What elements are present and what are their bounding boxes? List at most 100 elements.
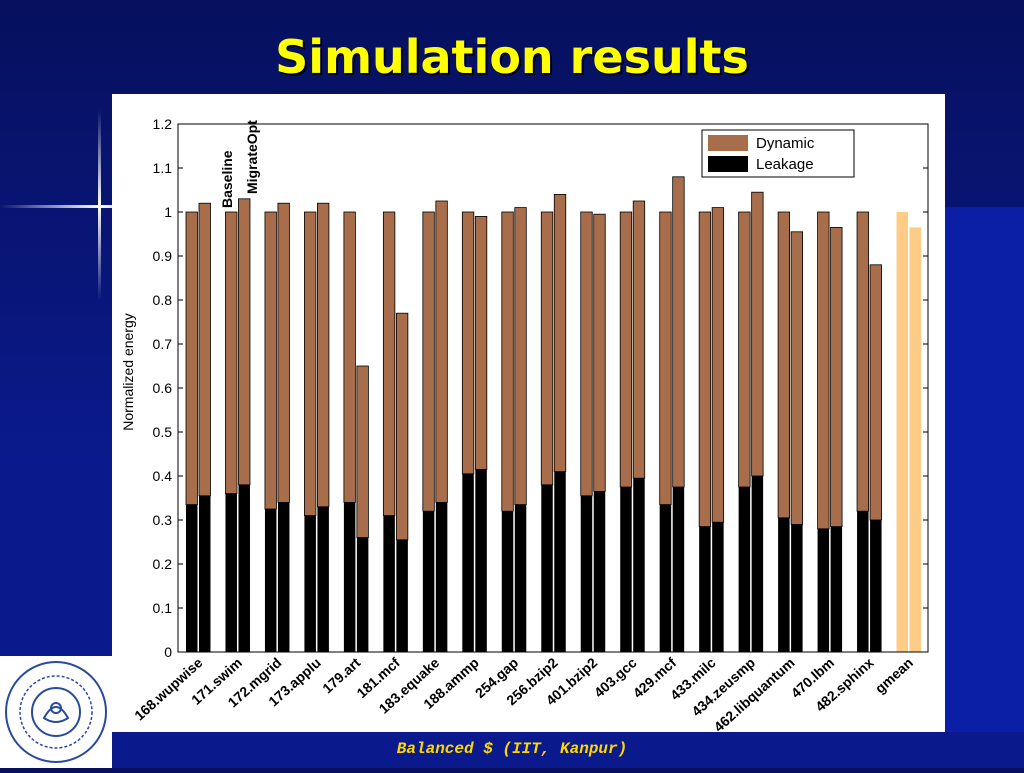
bar-leakage bbox=[475, 469, 487, 652]
bar-leakage bbox=[514, 504, 527, 652]
legend-swatch-dynamic bbox=[708, 135, 748, 151]
bar-dynamic bbox=[698, 211, 712, 528]
bar-leakage bbox=[554, 471, 566, 652]
bar-dynamic bbox=[356, 365, 369, 539]
bar-dynamic bbox=[514, 207, 527, 505]
bar-dynamic bbox=[304, 211, 317, 517]
slide-title: Simulation results bbox=[275, 30, 749, 84]
bar-gmean-migrateopt bbox=[909, 227, 922, 652]
bar-leakage bbox=[830, 526, 843, 652]
bar-leakage bbox=[699, 526, 711, 652]
bar-dynamic bbox=[382, 211, 396, 517]
bar-dynamic bbox=[593, 213, 606, 492]
bar-leakage bbox=[356, 537, 369, 652]
bar-dynamic bbox=[711, 207, 725, 523]
y-tick-label: 0 bbox=[164, 644, 172, 660]
bar-dynamic bbox=[198, 202, 211, 497]
bar-leakage bbox=[541, 484, 553, 652]
bar-dynamic bbox=[856, 211, 869, 512]
bar-leakage bbox=[435, 502, 448, 652]
bar-dynamic bbox=[540, 211, 554, 486]
bar-leakage bbox=[396, 539, 408, 652]
bar-leakage bbox=[672, 487, 685, 652]
bar-label-migrateopt: MigrateOpt bbox=[244, 120, 260, 194]
bar-leakage bbox=[304, 515, 316, 652]
bar-dynamic bbox=[501, 211, 514, 512]
bar-dynamic bbox=[672, 176, 685, 488]
y-tick-label: 0.1 bbox=[153, 600, 173, 616]
footer-text: Balanced $ (IIT, Kanpur) bbox=[396, 740, 628, 758]
y-axis: 0 0.1 0.2 0.3 0.4 0.5 0.6 0.7 0.8 0.9 1 1.1 1.2 bbox=[153, 116, 928, 660]
bar-gmean-baseline bbox=[896, 212, 909, 652]
bar-dynamic bbox=[343, 211, 356, 503]
y-tick-label: 1 bbox=[164, 204, 172, 220]
bar-dynamic bbox=[659, 211, 672, 506]
bar-dynamic bbox=[317, 202, 330, 508]
bar-dynamic bbox=[619, 211, 633, 488]
background-band bbox=[945, 207, 1024, 732]
bar-label-baseline: Baseline bbox=[219, 150, 235, 208]
bar-leakage bbox=[383, 515, 395, 652]
bar-leakage bbox=[593, 491, 606, 652]
bar-dynamic bbox=[238, 198, 251, 486]
y-tick-label: 1.1 bbox=[153, 160, 173, 176]
bar-dynamic bbox=[817, 211, 830, 530]
bar-dynamic bbox=[632, 200, 646, 479]
bar-leakage bbox=[277, 502, 290, 652]
bar-leakage bbox=[264, 509, 277, 652]
bar-dynamic bbox=[395, 312, 409, 541]
legend-label-leakage: Leakage bbox=[756, 156, 814, 173]
bar-leakage bbox=[791, 524, 803, 652]
logo-seal-icon bbox=[5, 661, 107, 763]
institute-logo bbox=[0, 656, 112, 768]
y-axis-label: Normalized energy bbox=[120, 313, 136, 431]
bar-group bbox=[185, 176, 922, 652]
bar-leakage bbox=[238, 484, 250, 652]
bar-leakage bbox=[462, 473, 474, 652]
bar-dynamic bbox=[264, 211, 277, 510]
y-tick-label: 0.7 bbox=[153, 336, 173, 352]
star-flare-vertical bbox=[98, 110, 101, 300]
bar-leakage bbox=[422, 511, 435, 652]
bar-leakage bbox=[751, 476, 764, 652]
bar-leakage bbox=[317, 506, 329, 652]
legend: Dynamic Leakage bbox=[701, 129, 855, 178]
bar-leakage bbox=[633, 478, 645, 652]
legend-label-dynamic: Dynamic bbox=[756, 135, 815, 152]
chart-panel: 0 0.1 0.2 0.3 0.4 0.5 0.6 0.7 0.8 0.9 1 1.1 1.2 168.… bbox=[112, 94, 945, 735]
bar-dynamic bbox=[277, 202, 290, 503]
y-tick-label: 0.2 bbox=[153, 556, 173, 572]
bar-dynamic bbox=[777, 211, 791, 519]
bar-leakage bbox=[857, 511, 869, 652]
bar-dynamic bbox=[553, 194, 567, 473]
bar-dynamic bbox=[422, 211, 435, 512]
y-tick-label: 1.2 bbox=[153, 116, 173, 132]
bar-dynamic bbox=[580, 211, 593, 497]
bar-dynamic bbox=[185, 211, 198, 506]
bar-dynamic bbox=[461, 211, 475, 475]
energy-bar-chart: 0 0.1 0.2 0.3 0.4 0.5 0.6 0.7 0.8 0.9 1 1.1 1.2 168.… bbox=[120, 116, 929, 735]
bar-dynamic bbox=[474, 216, 488, 470]
x-axis-labels: 168.wupwise171.swim172.mgrid173.applu179… bbox=[131, 654, 916, 735]
bar-leakage bbox=[225, 493, 237, 652]
bar-dynamic bbox=[225, 211, 238, 495]
y-tick-label: 0.6 bbox=[153, 380, 173, 396]
y-tick-label: 0.9 bbox=[153, 248, 173, 264]
bar-leakage bbox=[817, 528, 830, 652]
bar-leakage bbox=[620, 487, 632, 652]
legend-swatch-leakage bbox=[708, 156, 748, 172]
bar-dynamic bbox=[738, 211, 751, 488]
bar-leakage bbox=[199, 495, 211, 652]
y-tick-label: 0.5 bbox=[153, 424, 173, 440]
bar-leakage bbox=[870, 520, 882, 652]
bar-leakage bbox=[659, 504, 672, 652]
bar-leakage bbox=[778, 517, 790, 652]
bar-leakage bbox=[186, 504, 198, 652]
y-tick-label: 0.8 bbox=[153, 292, 173, 308]
bar-leakage bbox=[580, 495, 593, 652]
bar-leakage bbox=[501, 511, 514, 652]
x-tick-label: gmean bbox=[872, 654, 916, 696]
bar-dynamic bbox=[830, 226, 843, 528]
bar-leakage bbox=[343, 502, 356, 652]
y-tick-label: 0.4 bbox=[153, 468, 173, 484]
